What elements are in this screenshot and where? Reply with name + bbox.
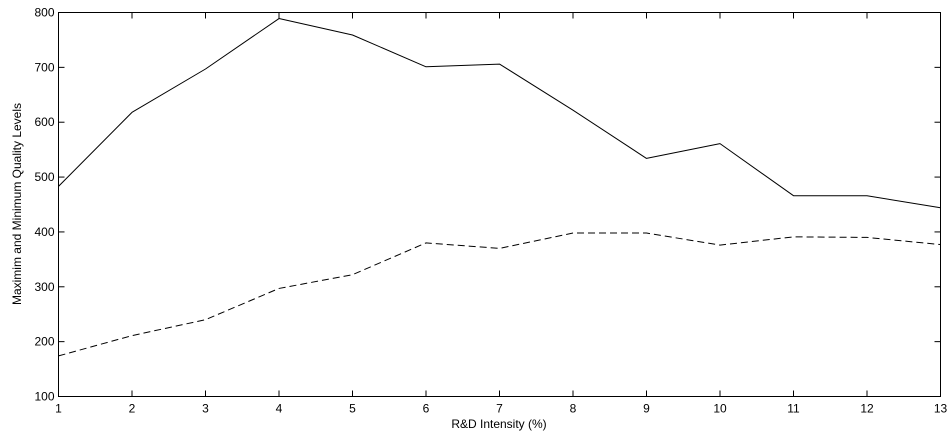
y-tick-label: 600 [34,115,54,129]
x-tick-label: 10 [713,402,727,416]
x-tick-label: 11 [787,402,800,416]
tick-labels-layer: 1 2 3 4 5 6 7 8 9 10 11 12 1310020030040050060070080… [34,6,947,416]
y-tick-label: 400 [34,225,54,239]
x-tick-label: 9 [643,402,650,416]
plot-area-frame [58,12,941,397]
y-tick-label: 700 [34,60,54,74]
series-line-maximum [58,18,941,209]
x-tick-label: 6 [423,402,430,416]
x-tick-label: 13 [934,402,947,416]
x-tick-label: 12 [860,402,874,416]
x-axis-title: R&D Intensity (%) [451,417,546,431]
y-tick-label: 100 [34,390,54,404]
y-tick-label: 200 [34,335,54,349]
y-tick-label: 500 [34,170,54,184]
y-tick-label: 300 [34,280,54,294]
x-tick-label: 2 [129,402,136,416]
x-tick-label: 8 [570,402,577,416]
x-tick-label: 1 [55,402,62,416]
x-tick-label: 7 [496,402,503,416]
x-tick-label: 5 [349,402,356,416]
series-layer [58,18,941,357]
y-tick-label: 800 [34,6,54,20]
x-tick-label: 3 [202,402,209,416]
y-axis-title: Maximim and Minimum Quality Levels [10,103,24,305]
x-tick-label: 4 [276,402,283,416]
